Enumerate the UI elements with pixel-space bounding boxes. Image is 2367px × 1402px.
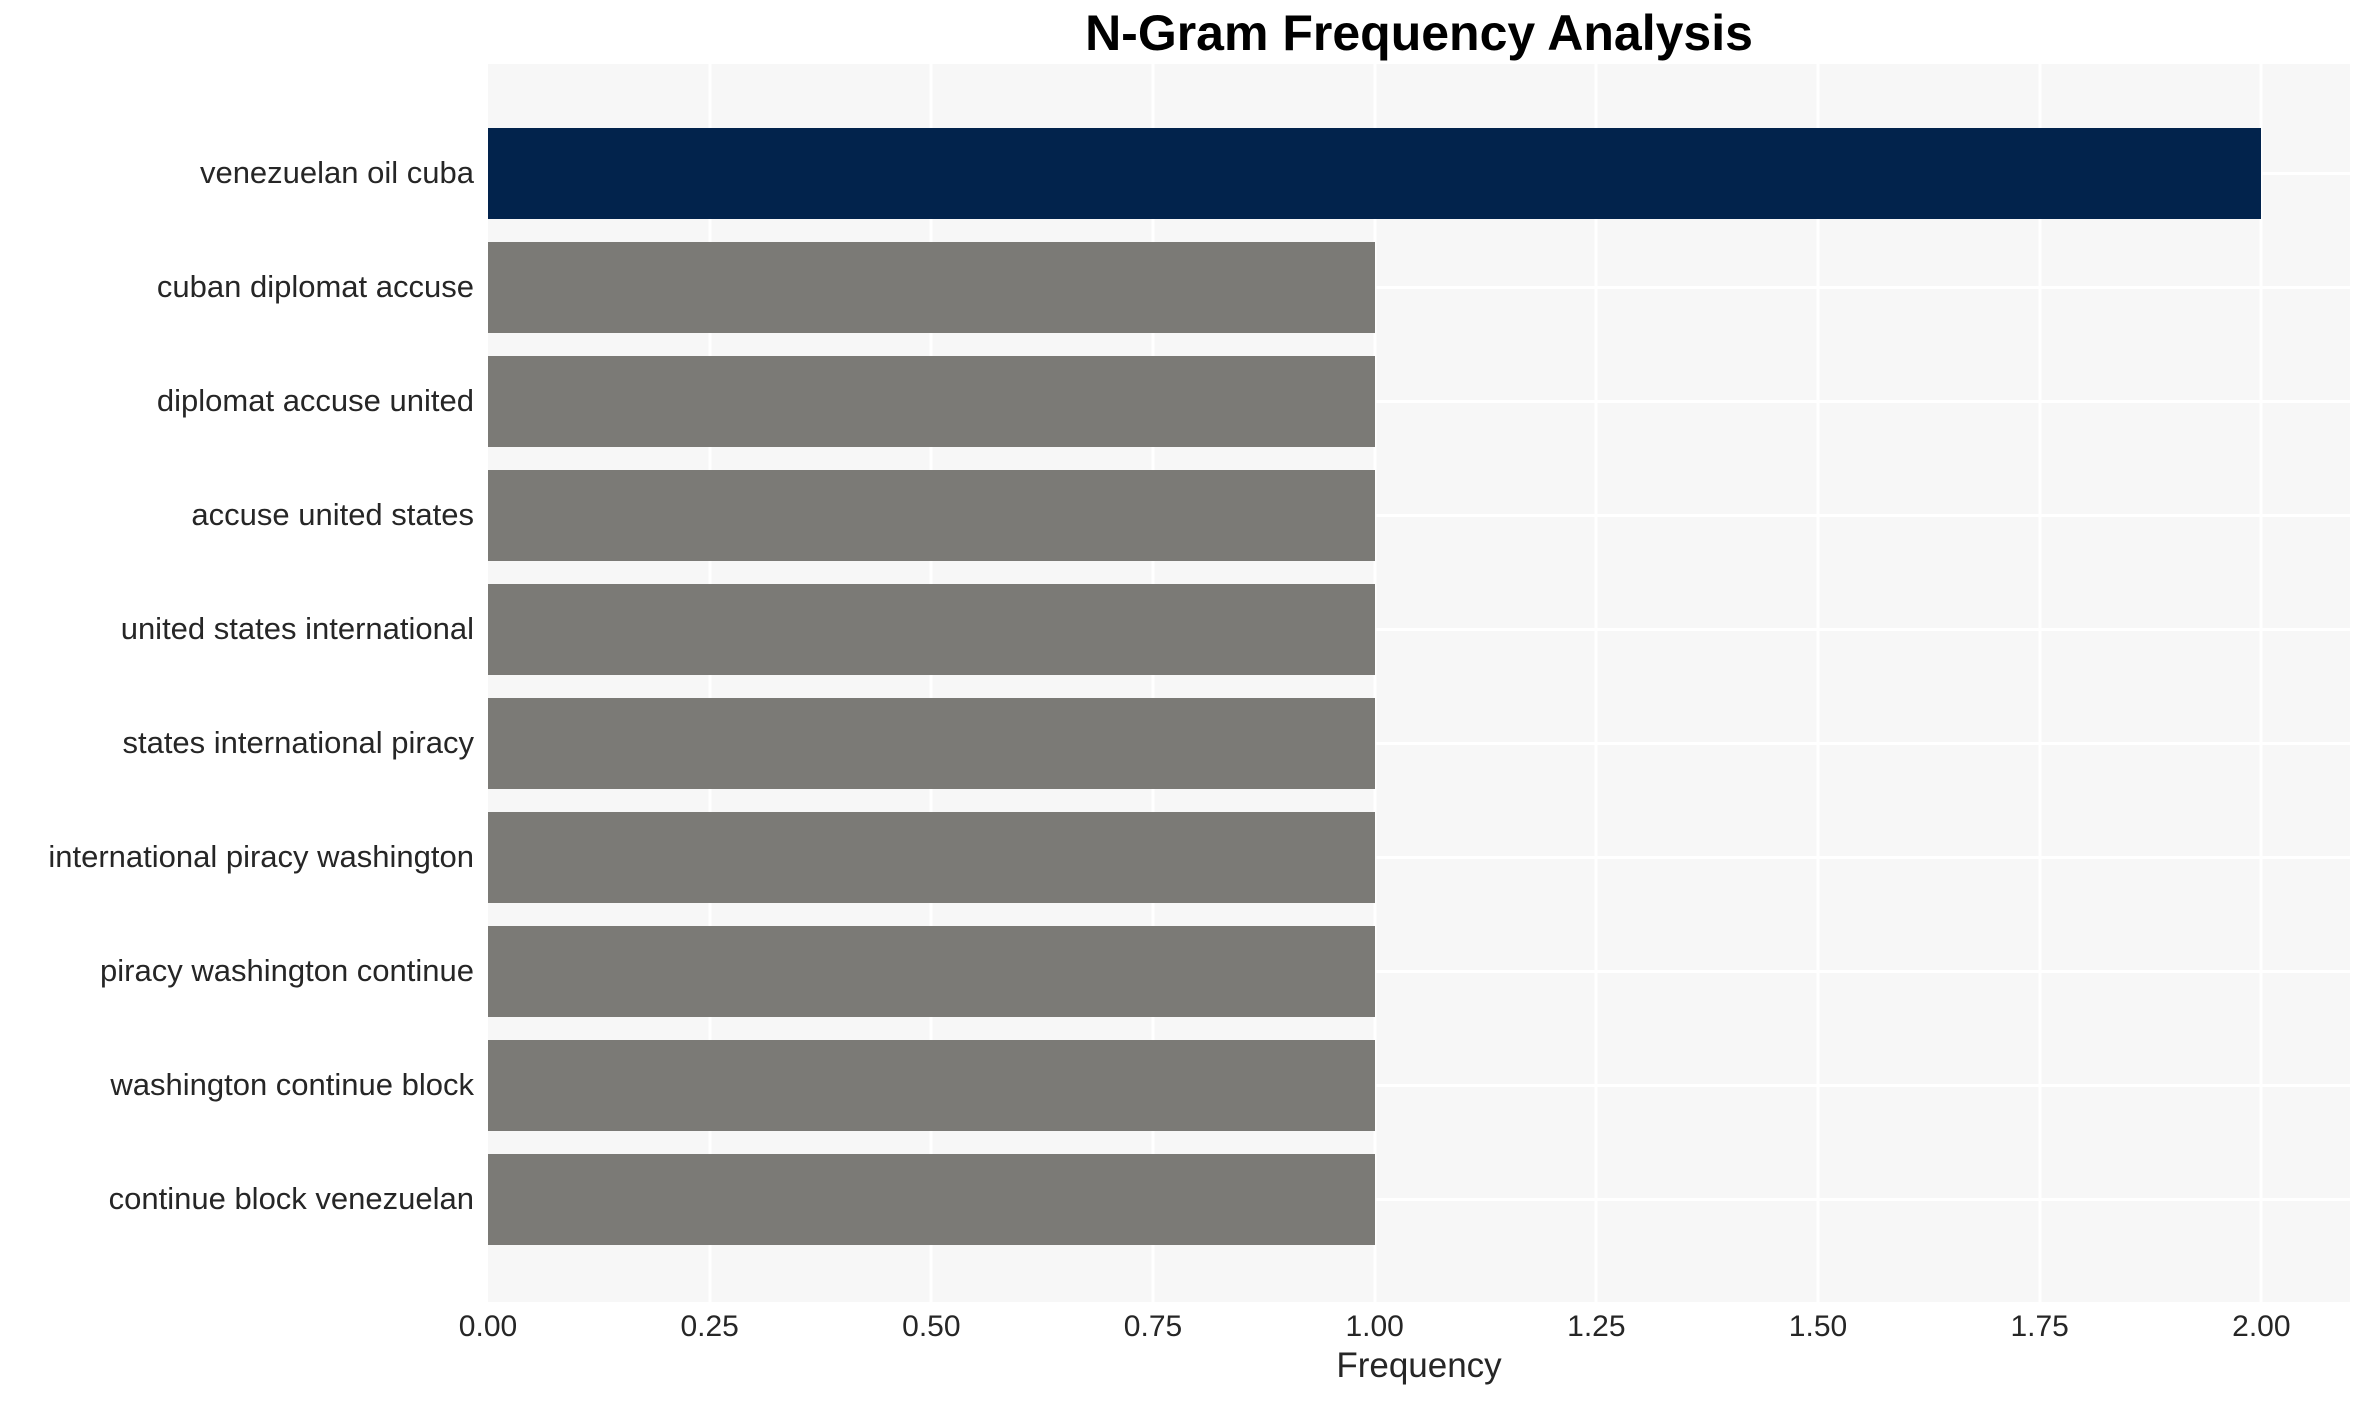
horizontal-gridline bbox=[488, 399, 2350, 403]
category-label: washington continue block bbox=[110, 1067, 474, 1102]
category-label: continue block venezuelan bbox=[108, 1181, 474, 1216]
frequency-bar bbox=[488, 583, 1375, 675]
vertical-gridline bbox=[2259, 64, 2263, 1302]
x-tick-label: 0.00 bbox=[458, 1310, 518, 1343]
frequency-bar bbox=[488, 697, 1375, 789]
x-axis-ticks: 0.00 0.25 0.50 0.75 1.00 1.25 1.50 1.75 2.00 bbox=[459, 1310, 2350, 1350]
chart-row: venezuelan oil cuba bbox=[0, 116, 2350, 230]
horizontal-gridline bbox=[488, 627, 2350, 631]
chart-row: piracy washington continue bbox=[0, 914, 2350, 1028]
frequency-bar bbox=[488, 355, 1375, 447]
vertical-gridline bbox=[708, 64, 712, 1302]
category-label: cuban diplomat accuse bbox=[156, 269, 474, 304]
x-tick-label: 1.00 bbox=[1345, 1310, 1404, 1343]
x-tick-label: 1.75 bbox=[2010, 1310, 2069, 1343]
x-tick-label: 1.50 bbox=[1788, 1310, 1848, 1343]
vertical-gridline bbox=[929, 64, 933, 1302]
horizontal-gridline bbox=[488, 1197, 2350, 1201]
category-label: states international piracy bbox=[122, 725, 474, 760]
chart-row: accuse united states bbox=[0, 458, 2350, 572]
bar-track bbox=[488, 116, 2350, 230]
category-label: venezuelan oil cuba bbox=[199, 155, 474, 190]
frequency-bar bbox=[488, 127, 2262, 219]
frequency-bar bbox=[488, 241, 1375, 333]
x-tick-label: 0.25 bbox=[680, 1310, 739, 1343]
category-label: diplomat accuse united bbox=[156, 383, 474, 418]
frequency-bar bbox=[488, 811, 1375, 903]
chart-row: united states international bbox=[0, 572, 2350, 686]
bar-track bbox=[488, 572, 2350, 686]
vertical-gridline bbox=[1151, 64, 1155, 1302]
chart-rows: venezuelan oil cuba cuban diplomat accuse… bbox=[0, 64, 2350, 1302]
chart-row: washington continue block bbox=[0, 1028, 2350, 1142]
x-axis-label: Frequency bbox=[1336, 1346, 1502, 1385]
chart-title: N-Gram Frequency Analysis bbox=[1085, 5, 1753, 61]
bar-track bbox=[488, 914, 2350, 1028]
horizontal-gridline bbox=[488, 285, 2350, 289]
bar-track bbox=[488, 230, 2350, 344]
bar-track bbox=[488, 458, 2350, 572]
frequency-bar bbox=[488, 469, 1375, 561]
horizontal-gridline bbox=[488, 741, 2350, 745]
chart-row: cuban diplomat accuse bbox=[0, 230, 2350, 344]
bar-track bbox=[488, 800, 2350, 914]
x-tick-label: 0.75 bbox=[1123, 1310, 1183, 1343]
vertical-gridline bbox=[1816, 64, 1820, 1302]
frequency-bar bbox=[488, 1039, 1375, 1131]
horizontal-gridline bbox=[488, 513, 2350, 517]
bar-track bbox=[488, 344, 2350, 458]
x-tick-label: 2.00 bbox=[2232, 1310, 2291, 1343]
bar-track bbox=[488, 1028, 2350, 1142]
frequency-bar bbox=[488, 1153, 1375, 1245]
bar-track bbox=[488, 1142, 2350, 1256]
chart-row: international piracy washington bbox=[0, 800, 2350, 914]
bar-track bbox=[488, 686, 2350, 800]
category-label: piracy washington continue bbox=[100, 953, 474, 988]
chart-row: states international piracy bbox=[0, 686, 2350, 800]
category-label: accuse united states bbox=[191, 497, 474, 532]
horizontal-gridline bbox=[488, 969, 2350, 973]
vertical-gridline bbox=[1594, 64, 1598, 1302]
chart-row: continue block venezuelan bbox=[0, 1142, 2350, 1256]
chart-row: diplomat accuse united bbox=[0, 344, 2350, 458]
vertical-gridline bbox=[1373, 64, 1377, 1302]
category-label: united states international bbox=[120, 611, 474, 646]
horizontal-gridline bbox=[488, 1083, 2350, 1087]
vertical-gridline bbox=[2038, 64, 2042, 1302]
x-tick-label: 1.25 bbox=[1567, 1310, 1626, 1343]
category-label: international piracy washington bbox=[48, 839, 474, 874]
x-tick-label: 0.50 bbox=[902, 1310, 961, 1343]
frequency-bar bbox=[488, 925, 1375, 1017]
horizontal-gridline bbox=[488, 855, 2350, 859]
